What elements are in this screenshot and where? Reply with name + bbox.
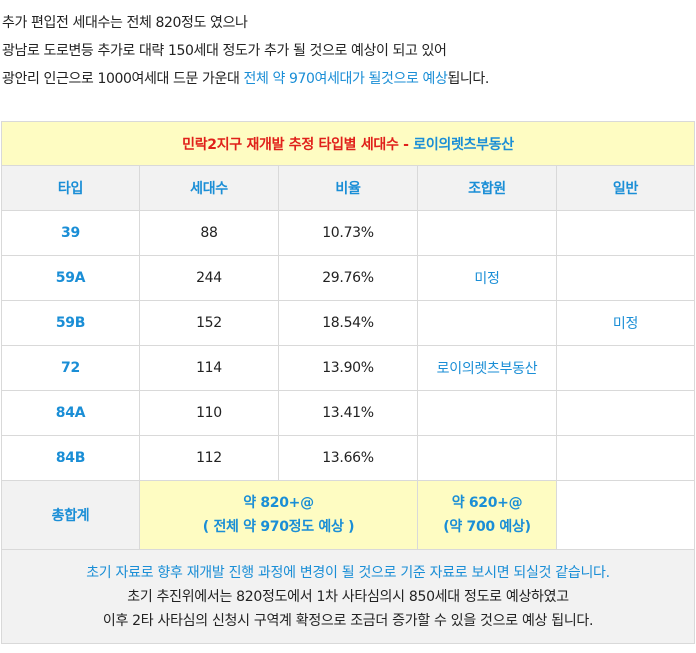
table-title-row: 민락2지구 재개발 추정 타입별 세대수 - 로이의렛츠부동산 bbox=[0, 121, 696, 166]
total-member: 약 620+@ (약 700 예상) bbox=[417, 480, 557, 550]
cell-general: 미정 bbox=[555, 300, 696, 346]
cell-general bbox=[555, 210, 696, 256]
table-row: 59B 152 18.54% 미정 bbox=[1, 300, 696, 346]
unit-type-table: 민락2지구 재개발 추정 타입별 세대수 - 로이의렛츠부동산 타입 세대수 비… bbox=[0, 121, 696, 644]
cell-type: 84B bbox=[1, 435, 140, 481]
cell-type: 39 bbox=[1, 210, 140, 256]
table-total-row: 총합계 약 820+@ ( 전체 약 970정도 예상 ) 약 620+@ (약… bbox=[1, 480, 696, 550]
total-units-line-1: 약 820+@ bbox=[243, 495, 314, 511]
intro-line-3-highlight: 전체 약 970여세대가 될것으로 예상 bbox=[243, 71, 448, 87]
cell-type: 84A bbox=[1, 390, 140, 436]
cell-units: 114 bbox=[139, 345, 279, 391]
total-units: 약 820+@ ( 전체 약 970정도 예상 ) bbox=[139, 480, 418, 550]
cell-general bbox=[555, 390, 696, 436]
table-title: 민락2지구 재개발 추정 타입별 세대수 - 로이의렛츠부동산 bbox=[0, 121, 696, 166]
total-label: 총합계 bbox=[1, 480, 140, 550]
header-ratio: 비율 bbox=[278, 165, 418, 211]
header-member: 조합원 bbox=[417, 165, 557, 211]
intro-line-3: 광안리 인근으로 1000여세대 드문 가운대 전체 약 970여세대가 될것으… bbox=[2, 65, 692, 93]
cell-ratio: 13.66% bbox=[278, 435, 418, 481]
table-footer-row: 초기 자료로 향후 재개발 진행 과정에 변경이 될 것으로 기준 자료로 보시… bbox=[0, 549, 696, 644]
header-type: 타입 bbox=[1, 165, 140, 211]
cell-member bbox=[417, 300, 557, 346]
cell-type: 72 bbox=[1, 345, 140, 391]
cell-member bbox=[417, 210, 557, 256]
cell-ratio: 13.90% bbox=[278, 345, 418, 391]
total-general bbox=[555, 480, 696, 550]
table-row: 72 114 13.90% 로이의렛츠부동산 bbox=[1, 345, 696, 391]
intro-line-2: 광남로 도로변등 추가로 대략 150세대 정도가 추가 될 것으로 예상이 되… bbox=[2, 43, 447, 59]
cell-ratio: 10.73% bbox=[278, 210, 418, 256]
header-units: 세대수 bbox=[139, 165, 279, 211]
cell-member: 미정 bbox=[417, 255, 557, 301]
cell-units: 112 bbox=[139, 435, 279, 481]
cell-type: 59B bbox=[1, 300, 140, 346]
footer-line-2: 초기 추진위에서는 820정도에서 1차 사타심의시 850세대 정도로 예상하… bbox=[127, 588, 569, 605]
cell-member bbox=[417, 390, 557, 436]
cell-general bbox=[555, 255, 696, 301]
cell-member: 로이의렛츠부동산 bbox=[417, 345, 557, 391]
header-general: 일반 bbox=[555, 165, 696, 211]
cell-ratio: 13.41% bbox=[278, 390, 418, 436]
cell-units: 110 bbox=[139, 390, 279, 436]
cell-ratio: 18.54% bbox=[278, 300, 418, 346]
table-header-row: 타입 세대수 비율 조합원 일반 bbox=[1, 165, 696, 211]
cell-units: 152 bbox=[139, 300, 279, 346]
footer-line-3: 이후 2타 사타심의 신청시 구역계 확정으로 조금더 증가할 수 있을 것으로… bbox=[102, 612, 594, 629]
intro-line-1: 추가 편입전 세대수는 전체 820정도 였으나 bbox=[2, 15, 248, 31]
total-member-line-1: 약 620+@ bbox=[451, 495, 523, 511]
intro-text: 추가 편입전 세대수는 전체 820정도 였으나 광남로 도로변등 추가로 대략… bbox=[2, 9, 692, 93]
cell-general bbox=[555, 345, 696, 391]
cell-general bbox=[555, 435, 696, 481]
intro-line-3-post: 됩니다. bbox=[447, 71, 489, 87]
total-units-line-2: ( 전체 약 970정도 예상 ) bbox=[202, 519, 355, 535]
table-row: 59A 244 29.76% 미정 bbox=[1, 255, 696, 301]
cell-units: 244 bbox=[139, 255, 279, 301]
cell-type: 59A bbox=[1, 255, 140, 301]
cell-ratio: 29.76% bbox=[278, 255, 418, 301]
intro-line-3-pre: 광안리 인근으로 1000여세대 드문 가운대 bbox=[2, 71, 244, 87]
footer-line-1: 초기 자료로 향후 재개발 진행 과정에 변경이 될 것으로 기준 자료로 보시… bbox=[86, 564, 610, 581]
table-row: 84A 110 13.41% bbox=[1, 390, 696, 436]
table-title-source: 로이의렛츠부동산 bbox=[413, 136, 514, 153]
table-title-main: 민락2지구 재개발 추정 타입별 세대수 - bbox=[182, 136, 414, 153]
table-row: 84B 112 13.66% bbox=[1, 435, 696, 481]
cell-units: 88 bbox=[139, 210, 279, 256]
cell-member bbox=[417, 435, 557, 481]
table-footer-note: 초기 자료로 향후 재개발 진행 과정에 변경이 될 것으로 기준 자료로 보시… bbox=[0, 549, 696, 644]
table-row: 39 88 10.73% bbox=[1, 210, 696, 256]
total-member-line-2: (약 700 예상) bbox=[443, 519, 531, 535]
